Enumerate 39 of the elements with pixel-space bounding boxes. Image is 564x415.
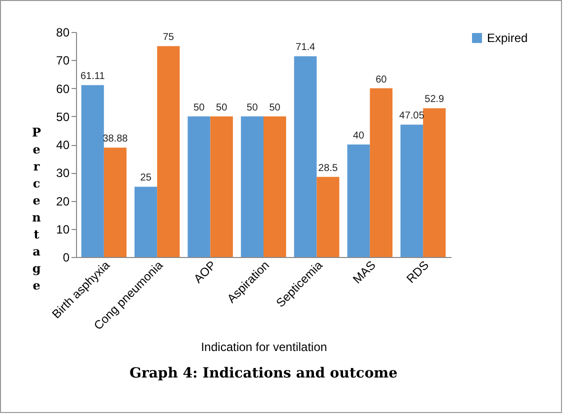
data-label: 52.9: [424, 94, 445, 106]
bar: [188, 116, 210, 257]
bar: [210, 116, 233, 257]
data-label: 28.5: [318, 162, 338, 174]
bar: [347, 144, 370, 257]
y-tick-label: 20: [56, 194, 70, 208]
legend-label: Expired: [487, 31, 528, 45]
data-label: 40: [353, 130, 365, 142]
data-label: 50: [193, 102, 206, 114]
y-tick-label: 10: [56, 222, 70, 236]
data-label: 50: [246, 102, 258, 114]
y-tick-label: 50: [56, 110, 70, 124]
bar: [157, 46, 180, 257]
bar: [316, 176, 340, 257]
data-label: 50: [269, 102, 281, 114]
bar: [104, 148, 127, 257]
bar: [134, 186, 158, 257]
y-tick-label: 30: [56, 166, 70, 180]
y-tick-label: 40: [56, 138, 70, 152]
bar: [81, 85, 104, 257]
y-tick-label: 60: [56, 82, 70, 96]
text: Percentage: [32, 126, 42, 292]
data-label: 61.11: [80, 71, 106, 82]
bar: [264, 116, 286, 257]
bar: [370, 88, 392, 257]
text: Graph 4: Indications and outcome: [130, 365, 398, 382]
data-label: 60: [376, 74, 388, 86]
x-axis-title: Indication for ventilation: [200, 340, 328, 354]
bar: [423, 108, 446, 257]
data-label: 75: [162, 32, 174, 44]
bar: [294, 56, 317, 257]
data-label: 71.4: [296, 42, 316, 54]
y-tick-label: 80: [56, 26, 70, 40]
bar: [400, 124, 424, 257]
bar: [240, 116, 264, 257]
y-tick-label: 70: [56, 54, 70, 68]
data-label: 25: [140, 172, 152, 184]
y-tick-label: 0: [62, 250, 70, 264]
data-label: 50: [216, 102, 228, 114]
